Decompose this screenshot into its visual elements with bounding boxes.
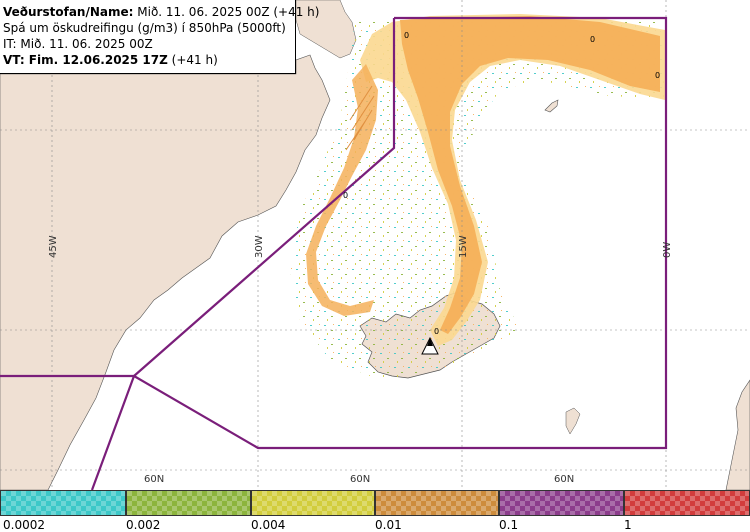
ash-light-speckle-area xyxy=(290,20,665,380)
info-line-name: Veðurstofan/Name: Mið. 11. 06. 2025 00Z … xyxy=(3,4,319,20)
legend-tick-1: 0.002 xyxy=(126,518,161,532)
legend-swatch-3 xyxy=(251,490,375,516)
info-name-label: Veðurstofan/Name: xyxy=(3,5,134,19)
legend-swatch-2 xyxy=(126,490,251,516)
fir-boundary-lines xyxy=(0,16,668,490)
info-line-valid-time: VT: Fim. 12.06.2025 17Z (+41 h) xyxy=(3,52,295,68)
greenland-east-coast-islands xyxy=(295,0,357,59)
legend-tick-2: 0.004 xyxy=(251,518,286,532)
ash-plume-west-arm xyxy=(306,64,378,316)
legend-swatch-1 xyxy=(0,490,126,516)
legend-swatch-5 xyxy=(499,490,624,516)
lon-label-45w: 45W xyxy=(48,235,59,258)
ash-plume-core xyxy=(400,16,660,334)
legend-tick-3: 0.01 xyxy=(375,518,402,532)
lon-label-30w: 30W xyxy=(254,235,265,258)
legend-tick-0: 0.0002 xyxy=(3,518,45,532)
ash-dense-hatch xyxy=(345,85,375,151)
norway-coast xyxy=(725,379,750,490)
info-line-issue-time: IT: Mið. 11. 06. 2025 00Z xyxy=(3,37,153,51)
map-canvas: 0 0 0 0 0 45W 30W 15W 0W 60N 60N 60N xyxy=(0,0,750,490)
legend-tick-5: 1 xyxy=(624,518,632,532)
legend-tick-4: 0.1 xyxy=(499,518,519,532)
lat-label-60n-mid: 60N xyxy=(350,474,370,485)
legend-swatch-6 xyxy=(624,490,750,516)
faroe-islands xyxy=(565,407,581,435)
greenland-landmass xyxy=(0,54,331,490)
forecast-info-box: Veðurstofan/Name: Mið. 11. 06. 2025 00Z … xyxy=(0,0,319,74)
contour-label-0-e: 0 xyxy=(434,327,439,336)
lon-label-15w: 15W xyxy=(458,235,469,258)
contour-label-0-b: 0 xyxy=(590,35,595,44)
info-name-value: Mið. 11. 06. 2025 00Z (+41 h) xyxy=(133,5,320,19)
contour-label-0-a: 0 xyxy=(404,31,409,40)
contour-label-0-c: 0 xyxy=(655,71,660,80)
info-valid-value: (+41 h) xyxy=(167,53,218,67)
volcano-marker-icon xyxy=(421,336,439,355)
contour-label-0-d: 0 xyxy=(343,191,348,200)
lon-label-0w: 0W xyxy=(662,242,673,258)
jan-mayen-island xyxy=(544,99,559,113)
legend-swatch-4 xyxy=(375,490,499,516)
lat-label-60n-right: 60N xyxy=(554,474,574,485)
info-line-product: Spá um öskudreifingu (g/m3) í 850hPa (50… xyxy=(3,21,286,35)
info-valid-label: VT: Fim. 12.06.2025 17Z xyxy=(3,53,168,67)
color-legend: 0.0002 0.002 0.004 0.01 0.1 1 xyxy=(0,490,750,532)
lat-label-60n-left: 60N xyxy=(144,474,164,485)
